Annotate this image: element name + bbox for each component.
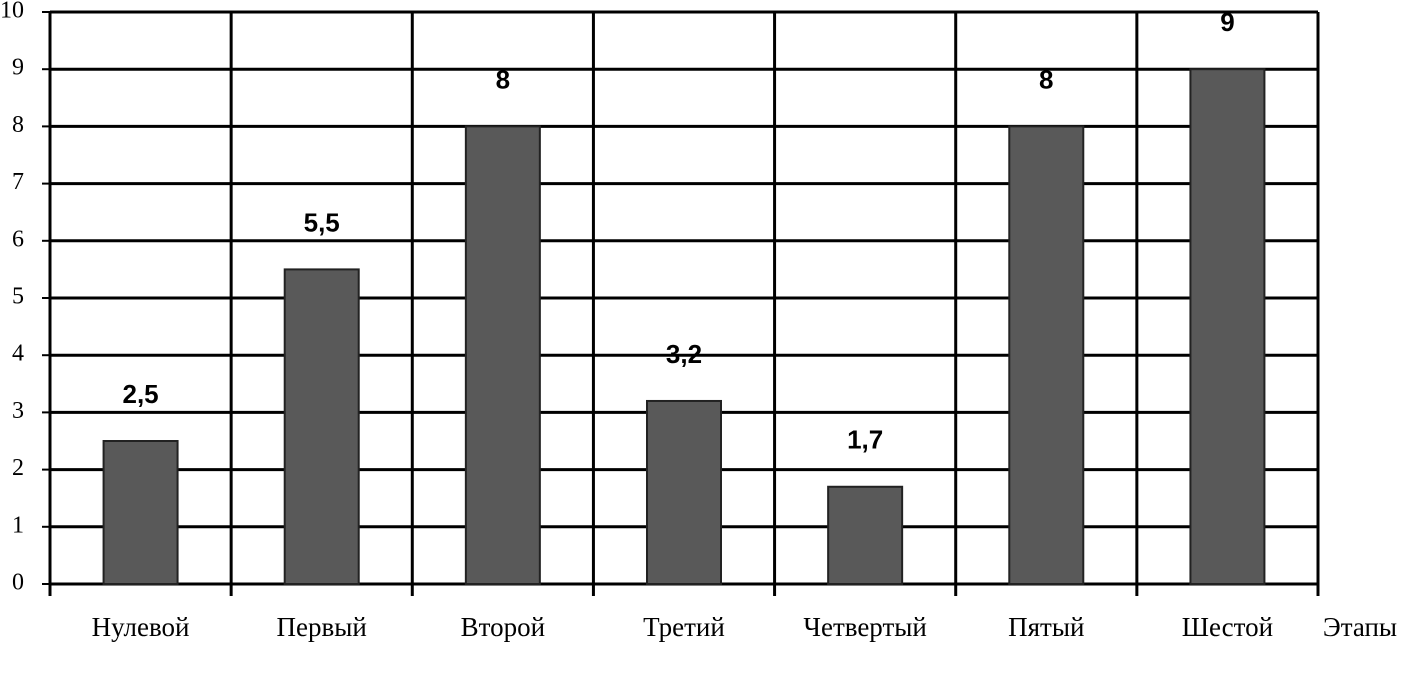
value-label: 3,2 [666, 339, 702, 369]
bar [283, 268, 360, 585]
x-tick-label: Шестой [1182, 612, 1273, 642]
y-tick-label: 5 [12, 284, 24, 310]
x-tick-label: Третий [643, 612, 725, 642]
value-label: 8 [1039, 64, 1053, 94]
y-tick-label: 2 [12, 455, 24, 481]
bar [1189, 68, 1266, 585]
value-label: 5,5 [304, 207, 340, 237]
x-tick-label: Четвертый [803, 612, 926, 642]
y-tick-label: 8 [12, 112, 24, 138]
x-tick-label: Второй [461, 612, 545, 642]
y-tick-label: 6 [12, 226, 24, 252]
value-label: 8 [496, 64, 510, 94]
bar [464, 125, 541, 586]
bar [827, 485, 904, 586]
value-label: 1,7 [847, 425, 883, 455]
x-axis-label: Этапы [1323, 612, 1397, 642]
value-label: 2,5 [122, 379, 158, 409]
y-tick-label: 10 [0, 0, 24, 24]
x-tick-label: Нулевой [92, 612, 190, 642]
bar [1008, 125, 1085, 586]
bar [646, 399, 722, 585]
x-tick-label: Пятый [1008, 612, 1084, 642]
y-tick-label: 1 [12, 512, 24, 538]
y-tick-label: 3 [12, 398, 24, 424]
value-label: 9 [1220, 7, 1234, 37]
bar [102, 440, 179, 585]
y-tick-label: 4 [12, 341, 24, 367]
y-tick-label: 7 [12, 169, 24, 195]
y-tick-label: 0 [12, 570, 24, 596]
x-tick-label: Первый [277, 612, 367, 642]
y-tick-label: 9 [12, 55, 24, 81]
